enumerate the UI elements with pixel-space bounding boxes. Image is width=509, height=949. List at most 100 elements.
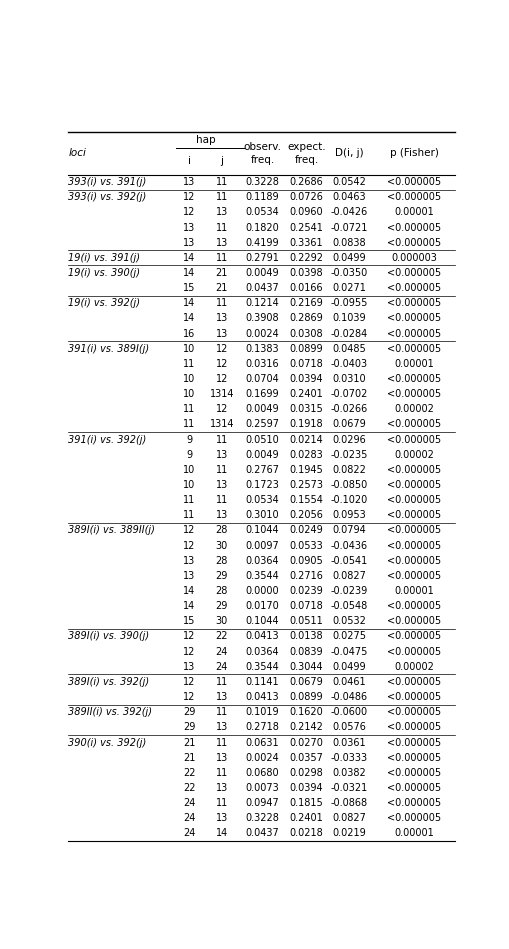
Text: 12: 12 xyxy=(215,404,228,415)
Text: 0.2767: 0.2767 xyxy=(245,465,279,474)
Text: 0.0361: 0.0361 xyxy=(332,737,365,748)
Text: 10: 10 xyxy=(183,480,195,490)
Text: 13: 13 xyxy=(183,237,195,248)
Text: 0.0239: 0.0239 xyxy=(289,586,323,596)
Text: 28: 28 xyxy=(215,556,228,566)
Text: 0.00002: 0.00002 xyxy=(393,450,433,459)
Text: 0.1723: 0.1723 xyxy=(245,480,279,490)
Text: 10: 10 xyxy=(183,344,195,354)
Text: <0.000005: <0.000005 xyxy=(386,692,440,702)
Text: 0.0839: 0.0839 xyxy=(289,646,323,657)
Text: <0.000005: <0.000005 xyxy=(386,616,440,626)
Text: 0.0437: 0.0437 xyxy=(245,283,279,293)
Text: -0.0321: -0.0321 xyxy=(330,783,367,793)
Text: 12: 12 xyxy=(183,208,195,217)
Text: 28: 28 xyxy=(215,586,228,596)
Text: 11: 11 xyxy=(215,798,228,809)
Text: 389I(i) vs. 389II(j): 389I(i) vs. 389II(j) xyxy=(68,526,155,535)
Text: 0.0000: 0.0000 xyxy=(245,586,279,596)
Text: <0.000005: <0.000005 xyxy=(386,722,440,733)
Text: 0.0838: 0.0838 xyxy=(332,237,365,248)
Text: 0.0631: 0.0631 xyxy=(245,737,279,748)
Text: 0.0298: 0.0298 xyxy=(289,768,323,778)
Text: 0.00001: 0.00001 xyxy=(393,208,433,217)
Text: <0.000005: <0.000005 xyxy=(386,374,440,384)
Text: 13: 13 xyxy=(215,208,228,217)
Text: <0.000005: <0.000005 xyxy=(386,495,440,505)
Text: 0.2169: 0.2169 xyxy=(289,298,323,308)
Text: 1314: 1314 xyxy=(209,389,234,400)
Text: 393(i) vs. 392(j): 393(i) vs. 392(j) xyxy=(68,193,147,202)
Text: 0.2869: 0.2869 xyxy=(289,313,323,324)
Text: loci: loci xyxy=(68,148,86,158)
Text: 0.1554: 0.1554 xyxy=(289,495,323,505)
Text: 0.0413: 0.0413 xyxy=(245,692,279,702)
Text: 13: 13 xyxy=(183,556,195,566)
Text: 24: 24 xyxy=(183,813,195,823)
Text: 0.0905: 0.0905 xyxy=(289,556,323,566)
Text: 0.2597: 0.2597 xyxy=(245,419,279,430)
Text: 19(i) vs. 391(j): 19(i) vs. 391(j) xyxy=(68,252,140,263)
Text: 12: 12 xyxy=(215,374,228,384)
Text: -0.0475: -0.0475 xyxy=(330,646,367,657)
Text: 0.0049: 0.0049 xyxy=(245,268,279,278)
Text: 11: 11 xyxy=(215,223,228,233)
Text: 0.1214: 0.1214 xyxy=(245,298,279,308)
Text: <0.000005: <0.000005 xyxy=(386,177,440,187)
Text: 11: 11 xyxy=(215,677,228,687)
Text: 22: 22 xyxy=(215,631,228,642)
Text: 0.0899: 0.0899 xyxy=(289,692,323,702)
Text: <0.000005: <0.000005 xyxy=(386,465,440,474)
Text: 0.2541: 0.2541 xyxy=(289,223,323,233)
Text: 0.000003: 0.000003 xyxy=(390,252,436,263)
Text: 0.3228: 0.3228 xyxy=(245,813,279,823)
Text: 0.0827: 0.0827 xyxy=(331,813,365,823)
Text: 13: 13 xyxy=(183,661,195,672)
Text: 0.1620: 0.1620 xyxy=(289,707,323,717)
Text: observ.
freq.: observ. freq. xyxy=(243,142,281,164)
Text: 0.0364: 0.0364 xyxy=(245,646,279,657)
Text: <0.000005: <0.000005 xyxy=(386,313,440,324)
Text: -0.0284: -0.0284 xyxy=(330,328,367,339)
Text: <0.000005: <0.000005 xyxy=(386,511,440,520)
Text: 11: 11 xyxy=(215,768,228,778)
Text: <0.000005: <0.000005 xyxy=(386,783,440,793)
Text: 0.0219: 0.0219 xyxy=(331,828,365,838)
Text: 0.00002: 0.00002 xyxy=(393,661,433,672)
Text: 12: 12 xyxy=(215,359,228,369)
Text: 13: 13 xyxy=(215,480,228,490)
Text: 391(i) vs. 389I(j): 391(i) vs. 389I(j) xyxy=(68,344,149,354)
Text: 390(i) vs. 392(j): 390(i) vs. 392(j) xyxy=(68,737,147,748)
Text: 0.0437: 0.0437 xyxy=(245,828,279,838)
Text: 0.0947: 0.0947 xyxy=(245,798,279,809)
Text: 0.1039: 0.1039 xyxy=(332,313,365,324)
Text: 0.0542: 0.0542 xyxy=(331,177,365,187)
Text: 21: 21 xyxy=(183,753,195,763)
Text: 10: 10 xyxy=(183,374,195,384)
Text: 0.1945: 0.1945 xyxy=(289,465,323,474)
Text: 0.0166: 0.0166 xyxy=(289,283,323,293)
Text: 29: 29 xyxy=(215,602,228,611)
Text: -0.0436: -0.0436 xyxy=(330,541,367,550)
Text: 11: 11 xyxy=(183,511,195,520)
Text: 12: 12 xyxy=(215,344,228,354)
Text: 0.3544: 0.3544 xyxy=(245,661,279,672)
Text: 28: 28 xyxy=(215,526,228,535)
Text: -0.1020: -0.1020 xyxy=(330,495,367,505)
Text: 12: 12 xyxy=(183,646,195,657)
Text: 0.3908: 0.3908 xyxy=(245,313,279,324)
Text: <0.000005: <0.000005 xyxy=(386,298,440,308)
Text: 12: 12 xyxy=(183,541,195,550)
Text: 11: 11 xyxy=(215,737,228,748)
Text: 0.0534: 0.0534 xyxy=(245,208,279,217)
Text: <0.000005: <0.000005 xyxy=(386,328,440,339)
Text: 9: 9 xyxy=(186,435,192,444)
Text: 12: 12 xyxy=(183,526,195,535)
Text: 0.0398: 0.0398 xyxy=(289,268,323,278)
Text: <0.000005: <0.000005 xyxy=(386,526,440,535)
Text: 30: 30 xyxy=(215,541,228,550)
Text: 11: 11 xyxy=(215,298,228,308)
Text: 0.2401: 0.2401 xyxy=(289,813,323,823)
Text: 13: 13 xyxy=(183,223,195,233)
Text: 22: 22 xyxy=(183,783,195,793)
